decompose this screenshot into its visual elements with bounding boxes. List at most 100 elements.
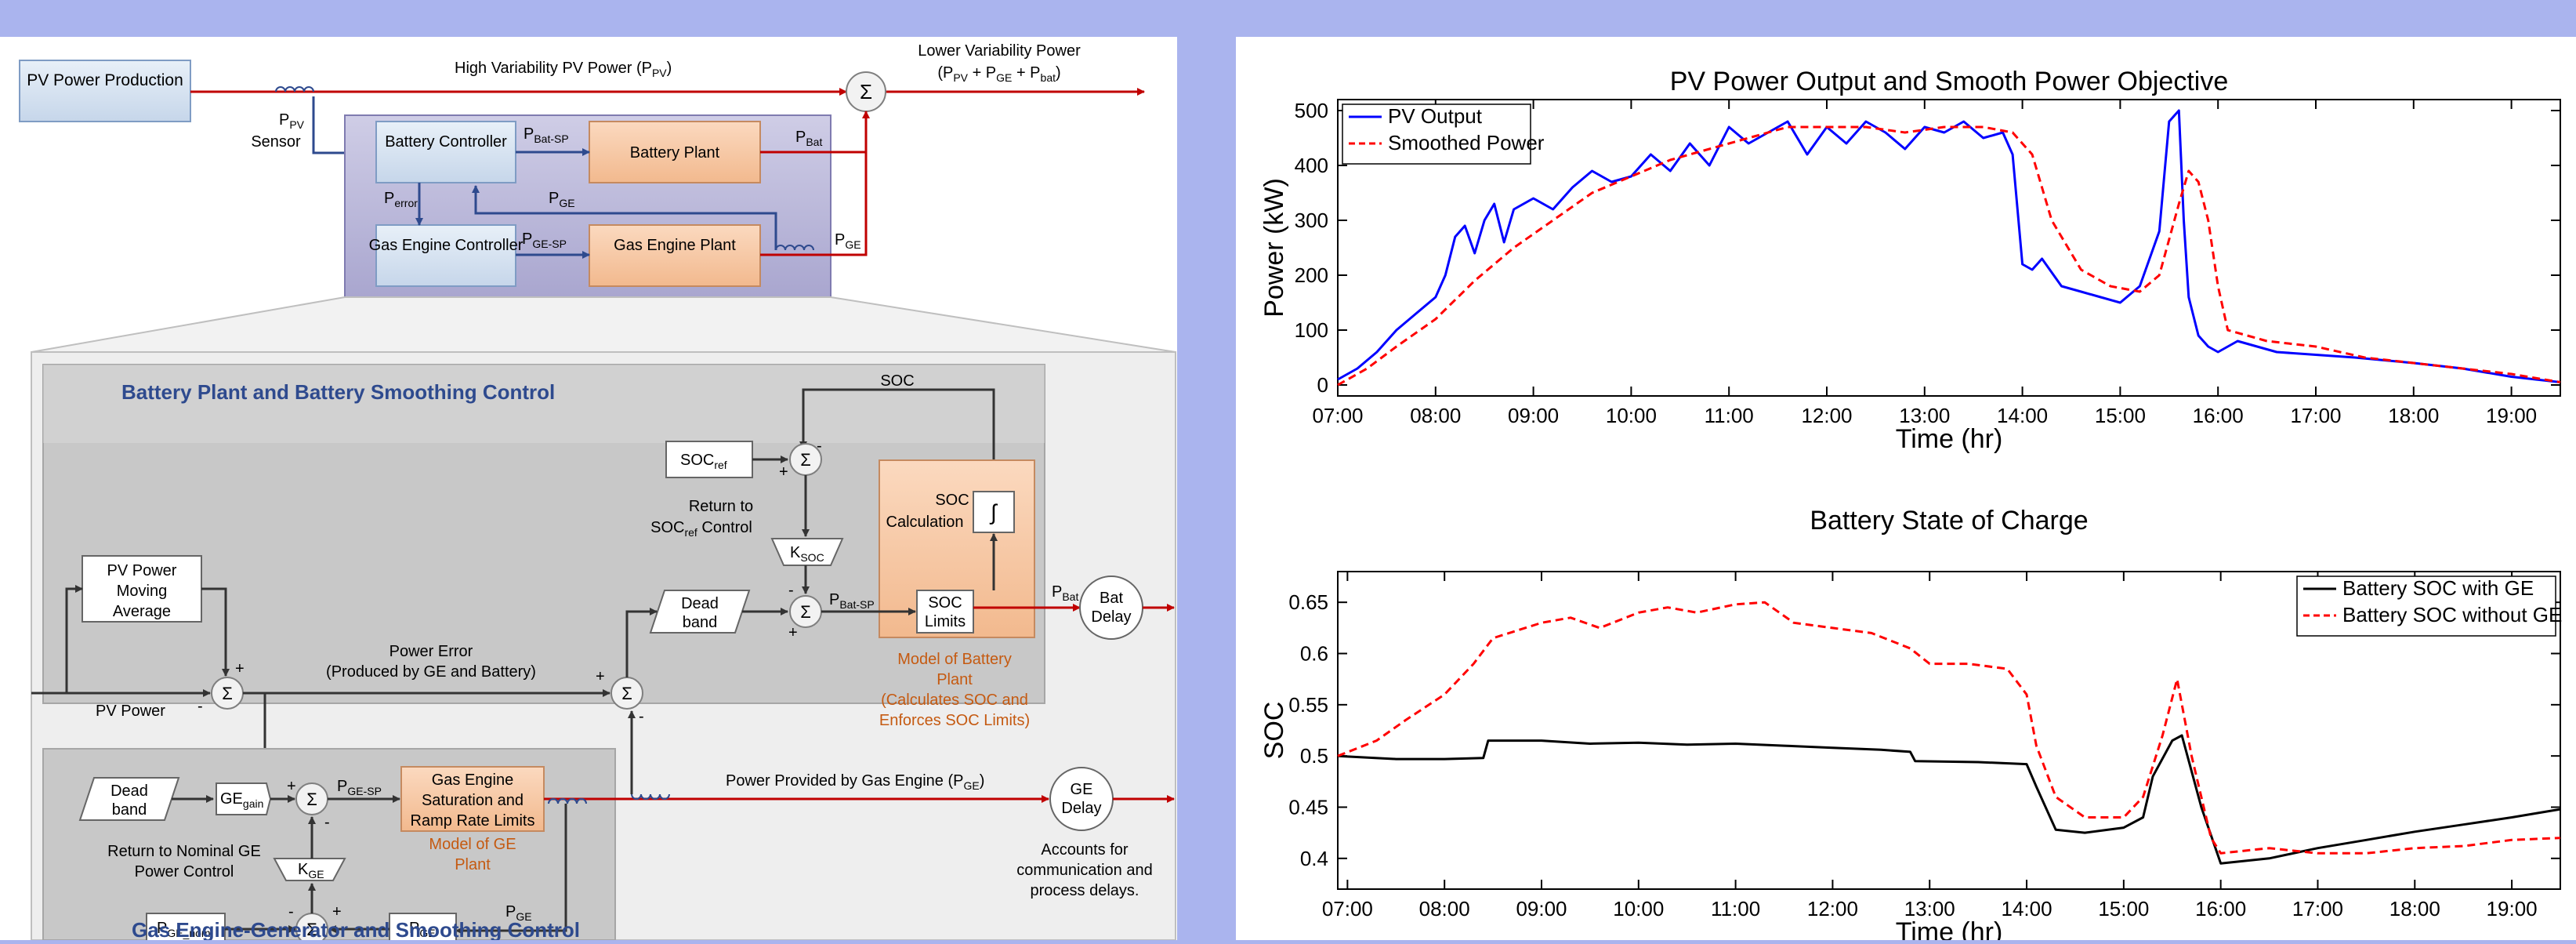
block-diagram: PV Power Production High Variability PV … [19, 42, 1176, 944]
legend-label: Battery SOC without GE [2342, 603, 2562, 626]
battery-plant-block [589, 121, 761, 183]
y-tick-label: 300 [1295, 209, 1328, 232]
svg-text:Average: Average [113, 603, 171, 620]
soc-ref-block [665, 441, 753, 478]
zoom-wedge [31, 296, 1176, 353]
dead-band-block-battery [649, 590, 751, 634]
x-tick-label: 09:00 [1516, 897, 1567, 920]
model-ge-line1: Model of GE [429, 836, 516, 853]
sensor-label: Sensor [251, 133, 301, 151]
power-error-label-1: Power Error [389, 643, 473, 660]
return-nominal-line1: Return to Nominal GE [107, 843, 261, 860]
lower-variability-formula: (PPV + PGE + Pbat) [937, 64, 1060, 84]
moving-average-to-sum-line [201, 587, 230, 677]
model-ge-line2: Plant [455, 856, 491, 873]
svg-text:Σ: Σ [222, 684, 233, 703]
svg-text:band: band [112, 801, 147, 819]
return-to-label: Return to [689, 498, 753, 515]
svg-text:+: + [332, 903, 342, 920]
gas-engine-plant-label: Gas Engine Plant [614, 237, 736, 254]
lower-variability-label: Lower Variability Power [918, 42, 1081, 60]
svg-text:Bat: Bat [1100, 590, 1123, 607]
x-tick-label: 18:00 [2388, 404, 2439, 427]
dead-band-block-ge [78, 777, 180, 821]
legend-box [1342, 103, 1531, 165]
p-ge-sp-label: PGE-SP [522, 231, 567, 250]
model-battery-line3: (Calculates SOC and [881, 692, 1028, 709]
integrator-symbol: ∫ [989, 500, 998, 525]
accounts-line1: Accounts for [1041, 841, 1129, 859]
svg-text:Limits: Limits [925, 613, 966, 630]
plot-area [1337, 99, 2561, 397]
series-line-0 [1337, 109, 2561, 383]
x-tick-label: 11:00 [1711, 897, 1760, 920]
p-ge-block-label: PGE [409, 920, 436, 939]
p-bat-sp-label: PBat-SP [524, 125, 569, 145]
legend-label: Battery SOC with GE [2342, 576, 2534, 600]
x-tick-label: 09:00 [1508, 404, 1559, 427]
p-ge-lower-label: PGE [505, 903, 532, 923]
pv-sensor-coil [275, 86, 314, 93]
svg-text:Σ: Σ [860, 80, 872, 103]
x-tick-label: 13:00 [1899, 404, 1950, 427]
x-tick-label: 11:00 [1705, 404, 1754, 427]
y-axis-label: SOC [1259, 702, 1289, 760]
svg-text:+: + [287, 778, 296, 795]
x-tick-label: 12:00 [1801, 404, 1852, 427]
charts: PV Power Output and Smooth Power Objecti… [1259, 67, 2562, 944]
p-ge-nom-label: PGE_nom [157, 920, 211, 939]
series-line-0 [1337, 734, 2561, 865]
gas-engine-controller-block [375, 224, 516, 287]
error-to-deadband-line [625, 608, 658, 677]
integrator-block [973, 491, 1015, 533]
svg-text:-: - [197, 698, 203, 715]
p-bat-sp-lower-label: PBat-SP [829, 591, 875, 611]
ppv-sensor-label: PPV [279, 111, 305, 131]
ge-power-coil-2 [631, 793, 670, 800]
ge-to-sum-line [760, 111, 868, 256]
pv-power-production-label: PV Power Production [27, 71, 183, 89]
soc-ref-control-label: SOCref Control [650, 519, 752, 539]
p-bat-label: PBat [795, 129, 822, 148]
pv-moving-average-block [82, 555, 202, 623]
p-bat-lower-label: PBat [1052, 583, 1078, 603]
battery-section-title: Battery Plant and Battery Smoothing Cont… [121, 380, 555, 404]
power-error-label-2: (Produced by GE and Battery) [326, 663, 536, 681]
pv-power-production-block [19, 60, 191, 122]
y-tick-label: 0.4 [1300, 847, 1328, 870]
svg-text:Ramp Rate Limits: Ramp Rate Limits [411, 812, 535, 830]
x-tick-label: 10:00 [1613, 897, 1664, 920]
y-tick-label: 0 [1317, 373, 1328, 397]
x-tick-label: 19:00 [2486, 404, 2537, 427]
k-soc-label: KSOC [790, 544, 824, 564]
model-battery-line1: Model of Battery [897, 651, 1012, 668]
svg-text:-: - [288, 903, 294, 920]
x-axis-label: Time (hr) [1896, 424, 2003, 454]
y-tick-label: 0.45 [1288, 795, 1328, 819]
power-provided-label: Power Provided by Gas Engine (PGE) [726, 772, 984, 792]
x-tick-label: 07:00 [1312, 404, 1363, 427]
gas-engine-plant-block [589, 224, 761, 287]
chart-pv-power: PV Power Output and Smooth Power Objecti… [1259, 67, 2561, 454]
ge-sensor-coil [775, 245, 814, 251]
k-soc-block [770, 538, 844, 566]
legend-label: PV Output [1388, 104, 1483, 128]
x-tick-label: 15:00 [2095, 404, 2146, 427]
svg-text:Moving: Moving [117, 583, 167, 600]
p-ge-right-label: PGE [835, 231, 861, 251]
x-tick-label: 15:00 [2098, 897, 2149, 920]
legend-label: Smoothed Power [1388, 131, 1545, 154]
ge-power-coil-1 [548, 798, 587, 804]
battery-controller-block [375, 121, 516, 183]
p-ge-feedback-label: PGE [549, 190, 575, 209]
svg-text:+: + [596, 668, 605, 685]
y-tick-label: 100 [1295, 318, 1328, 342]
bat-delay-node [1079, 575, 1143, 640]
svg-text:Gas Engine: Gas Engine [432, 772, 514, 789]
svg-text:-: - [788, 582, 794, 599]
svg-text:+: + [235, 660, 245, 677]
battery-section-band [43, 365, 1045, 443]
svg-text:+: + [788, 624, 798, 641]
x-tick-label: 19:00 [2487, 897, 2538, 920]
model-battery-line4: Enforces SOC Limits) [879, 712, 1030, 729]
